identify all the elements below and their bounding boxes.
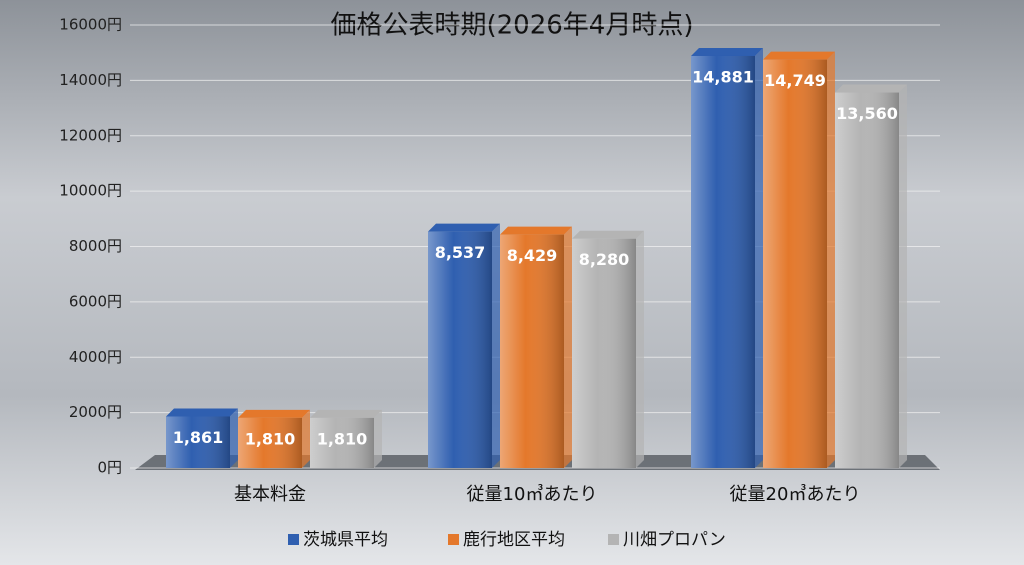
value-label: 8,280 [579, 250, 630, 269]
bar-side [302, 409, 310, 468]
bar-top [835, 84, 907, 93]
bar-shine [763, 59, 827, 469]
legend-label: 茨城県平均 [303, 530, 388, 550]
legend-label: 川畑プロパン [623, 530, 726, 550]
bar-top [572, 230, 644, 239]
bar-shine [238, 417, 302, 468]
y-tick-label: 0円 [97, 459, 122, 477]
bar-top [428, 223, 500, 232]
bar-side [636, 230, 644, 468]
bar-top [691, 47, 763, 56]
value-label: 8,429 [507, 246, 558, 265]
bar-side [492, 223, 500, 468]
x-tick-label: 従量20㎥あたり [730, 484, 861, 505]
value-label: 14,881 [692, 67, 754, 86]
legend-label: 鹿行地区平均 [463, 530, 565, 550]
y-tick-label: 4000円 [69, 348, 122, 366]
x-tick-label: 基本料金 [234, 484, 306, 505]
legend-swatch [288, 534, 299, 545]
y-tick-label: 2000円 [69, 403, 122, 421]
x-tick-label: 従量10㎥あたり [467, 484, 598, 505]
value-label: 1,810 [245, 429, 296, 448]
value-label: 1,861 [173, 428, 224, 447]
bar-shine [310, 417, 374, 468]
bar-top [310, 409, 382, 418]
bar-shine [500, 234, 564, 468]
value-label: 14,749 [764, 71, 826, 90]
y-tick-label: 14000円 [59, 71, 122, 89]
y-tick-label: 16000円 [59, 16, 122, 34]
bar-top [238, 409, 310, 418]
value-label: 8,537 [435, 243, 486, 262]
y-tick-label: 6000円 [69, 292, 122, 310]
bar-side [374, 409, 382, 468]
bar-shine [428, 231, 492, 468]
bar-shine [572, 238, 636, 468]
bar-shine [835, 92, 899, 469]
bar-side [564, 226, 572, 468]
bar-side [899, 84, 907, 469]
value-label: 1,810 [317, 429, 368, 448]
bar-top [166, 408, 238, 417]
bar-shine [691, 55, 755, 469]
bar-shine [166, 416, 230, 468]
bar-top [763, 51, 835, 60]
y-tick-label: 10000円 [59, 182, 122, 200]
bar-side [827, 51, 835, 469]
value-label: 13,560 [836, 104, 898, 123]
bar-top [500, 226, 572, 235]
legend-swatch [608, 534, 619, 545]
y-tick-label: 12000円 [59, 126, 122, 144]
bar-side [755, 47, 763, 469]
bar-side [230, 408, 238, 468]
legend-swatch [448, 534, 459, 545]
y-tick-label: 8000円 [69, 237, 122, 255]
